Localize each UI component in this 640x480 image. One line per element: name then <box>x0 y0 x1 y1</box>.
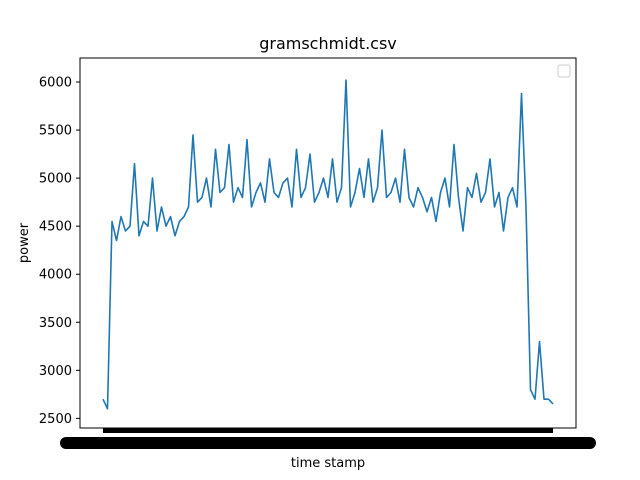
legend-box <box>557 64 571 78</box>
y-tick-label: 3000 <box>39 364 72 379</box>
y-tick-label: 6000 <box>39 76 72 91</box>
plot-area <box>102 79 554 410</box>
series-line <box>102 79 554 410</box>
x-axis <box>60 428 596 449</box>
y-axis-title: power <box>17 222 32 263</box>
y-tick-label: 5500 <box>39 124 72 139</box>
y-tick-label: 5000 <box>39 172 72 187</box>
chart-title: gramschmidt.csv <box>259 34 397 53</box>
y-tick-label: 4000 <box>39 268 72 283</box>
y-tick-label: 4500 <box>39 220 72 235</box>
plot-frame <box>79 57 577 429</box>
y-tick-label: 2500 <box>39 412 72 427</box>
x-tick-marks <box>103 428 553 433</box>
y-axis: 2500 3000 3500 4000 4500 5000 5500 6000 <box>39 76 80 427</box>
x-axis-title: time stamp <box>291 456 365 471</box>
x-tick-labels-overlapping <box>60 437 596 449</box>
y-tick-label: 3500 <box>39 316 72 331</box>
